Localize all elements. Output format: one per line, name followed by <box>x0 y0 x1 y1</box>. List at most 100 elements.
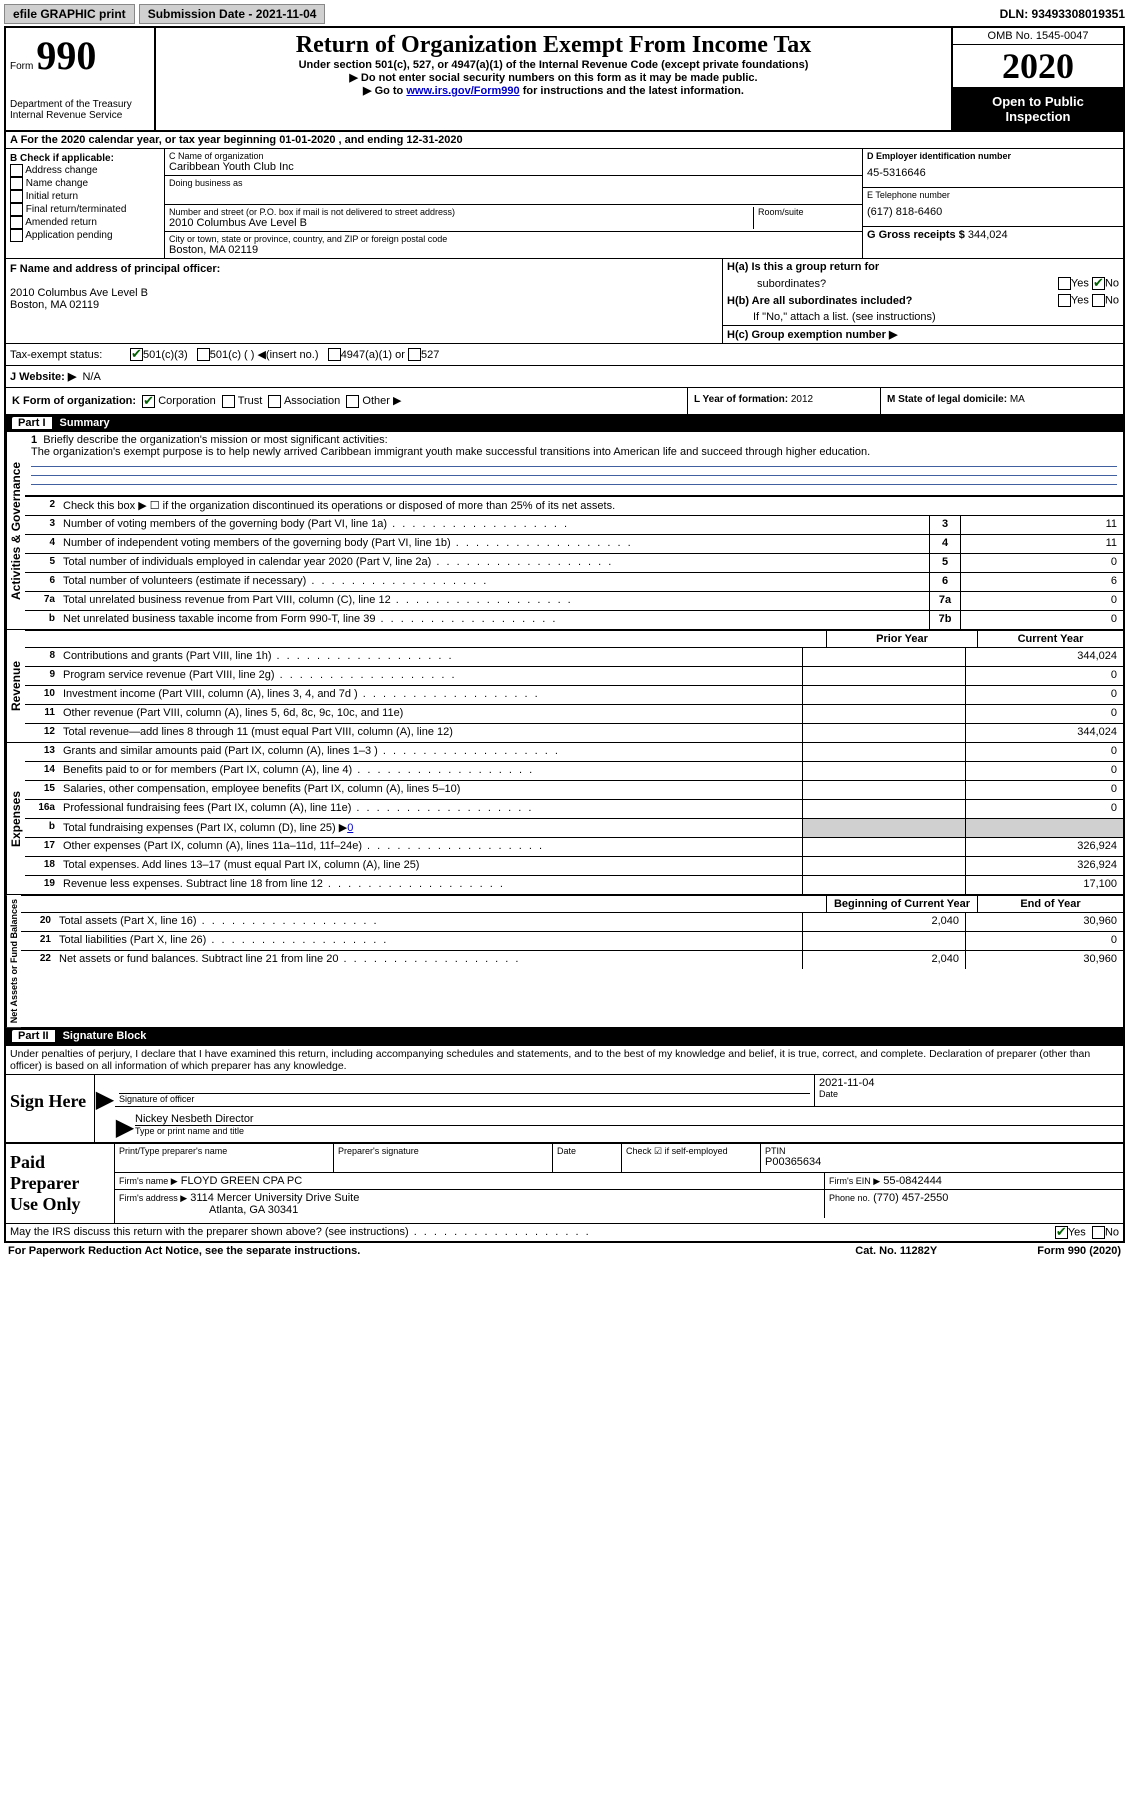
l21e: 0 <box>965 932 1123 950</box>
discuss-question: May the IRS discuss this return with the… <box>10 1226 591 1239</box>
firm-addr2: Atlanta, GA 30341 <box>119 1204 298 1216</box>
m-value: MA <box>1010 394 1025 405</box>
self-employed-check: Check ☑ if self-employed <box>626 1146 756 1157</box>
cat-no: Cat. No. 11282Y <box>855 1245 937 1257</box>
vlabel-revenue: Revenue <box>6 630 25 742</box>
cb-527[interactable] <box>408 348 421 361</box>
street-address: 2010 Columbus Ave Level B <box>169 217 753 229</box>
f-addr1: 2010 Columbus Ave Level B <box>10 287 148 299</box>
cb-trust[interactable] <box>222 395 235 408</box>
cb-4947[interactable] <box>328 348 341 361</box>
cb-501c[interactable] <box>197 348 210 361</box>
irs-link[interactable]: www.irs.gov/Form990 <box>406 85 519 97</box>
top-bar: efile GRAPHIC print Submission Date - 20… <box>4 4 1125 24</box>
checkbox-final-return[interactable] <box>10 203 23 216</box>
l1-text: The organization's exempt purpose is to … <box>31 446 870 458</box>
l19: Revenue less expenses. Subtract line 18 … <box>61 876 802 894</box>
l3v: 11 <box>960 516 1123 534</box>
prior-year-header: Prior Year <box>826 631 977 647</box>
begin-year-header: Beginning of Current Year <box>826 896 977 912</box>
phone-value: (617) 818-6460 <box>867 200 1119 224</box>
l22b: 2,040 <box>802 951 965 969</box>
checkbox-initial-return[interactable] <box>10 190 23 203</box>
l7bv: 0 <box>960 611 1123 629</box>
form-footer: Form 990 (2020) <box>1037 1245 1121 1257</box>
ptin-value: P00365634 <box>765 1156 1119 1168</box>
subtitle-3: ▶ Go to www.irs.gov/Form990 for instruct… <box>160 84 947 97</box>
cb-association[interactable] <box>268 395 281 408</box>
ha-no[interactable] <box>1092 277 1105 290</box>
l18: Total expenses. Add lines 13–17 (must eq… <box>61 857 802 875</box>
form-word: Form <box>10 61 33 72</box>
cb-corporation[interactable] <box>142 395 155 408</box>
hb-note: If "No," attach a list. (see instruction… <box>753 311 936 323</box>
subtitle-2: ▶ Do not enter social security numbers o… <box>160 71 947 84</box>
l14: Benefits paid to or for members (Part IX… <box>61 762 802 780</box>
firm-addr1: 3114 Mercer University Drive Suite <box>190 1192 359 1204</box>
l1-label: Briefly describe the organization's miss… <box>43 434 387 446</box>
checkbox-application-pending[interactable] <box>10 229 23 242</box>
l3: Number of voting members of the governin… <box>61 516 929 534</box>
dept-label: Department of the Treasury <box>10 99 150 110</box>
l13: Grants and similar amounts paid (Part IX… <box>61 743 802 761</box>
city-state-zip: Boston, MA 02119 <box>169 244 858 256</box>
f-label: F Name and address of principal officer: <box>10 263 220 275</box>
cb-other[interactable] <box>346 395 359 408</box>
checkbox-name-change[interactable] <box>10 177 23 190</box>
l17c: 326,924 <box>965 838 1123 856</box>
sign-arrow-icon: ▶ <box>95 1075 115 1142</box>
addr-label: Number and street (or P.O. box if mail i… <box>169 207 753 217</box>
l10: Investment income (Part VIII, column (A)… <box>61 686 802 704</box>
sig-name-label: Type or print name and title <box>135 1126 1123 1136</box>
pra-notice: For Paperwork Reduction Act Notice, see … <box>8 1245 360 1257</box>
current-year-header: Current Year <box>977 631 1123 647</box>
l5v: 0 <box>960 554 1123 572</box>
l13c: 0 <box>965 743 1123 761</box>
sign-here-label: Sign Here <box>6 1075 95 1142</box>
l20b: 2,040 <box>802 913 965 931</box>
k-label: K Form of organization: <box>12 395 136 407</box>
l20: Total assets (Part X, line 16) <box>57 913 802 931</box>
l9: Program service revenue (Part VIII, line… <box>61 667 802 685</box>
l-label: L Year of formation: <box>694 394 788 405</box>
l14c: 0 <box>965 762 1123 780</box>
dba-label: Doing business as <box>169 178 858 188</box>
website-value: N/A <box>82 371 100 383</box>
firm-name: FLOYD GREEN CPA PC <box>181 1175 302 1187</box>
ein-value: 45-5316646 <box>867 161 1119 185</box>
hb-yes[interactable] <box>1058 294 1071 307</box>
discuss-yes[interactable] <box>1055 1226 1068 1239</box>
submission-date-button[interactable]: Submission Date - 2021-11-04 <box>139 4 326 24</box>
l7b: Net unrelated business taxable income fr… <box>61 611 929 629</box>
dln-label: DLN: 93493308019351 <box>1000 7 1125 21</box>
efile-button[interactable]: efile GRAPHIC print <box>4 4 135 24</box>
cb-501c3[interactable] <box>130 348 143 361</box>
l12: Total revenue—add lines 8 through 11 (mu… <box>61 724 802 742</box>
vlabel-expenses: Expenses <box>6 743 25 894</box>
f-addr2: Boston, MA 02119 <box>10 299 99 311</box>
l18c: 326,924 <box>965 857 1123 875</box>
l21: Total liabilities (Part X, line 26) <box>57 932 802 950</box>
gross-label: G Gross receipts $ <box>867 229 965 241</box>
l15: Salaries, other compensation, employee b… <box>61 781 802 799</box>
org-name: Caribbean Youth Club Inc <box>169 161 858 173</box>
checkbox-address-change[interactable] <box>10 164 23 177</box>
l8c: 344,024 <box>965 648 1123 666</box>
ha-yes[interactable] <box>1058 277 1071 290</box>
sig-name: Nickey Nesbeth Director <box>135 1113 1123 1126</box>
discuss-no[interactable] <box>1092 1226 1105 1239</box>
penalty-text: Under penalties of perjury, I declare th… <box>6 1045 1123 1074</box>
tax-year: 2020 <box>953 45 1123 88</box>
l6: Total number of volunteers (estimate if … <box>61 573 929 591</box>
hb-no[interactable] <box>1092 294 1105 307</box>
form-container: Form 990 Department of the Treasury Inte… <box>4 26 1125 1243</box>
l9c: 0 <box>965 667 1123 685</box>
vlabel-activities: Activities & Governance <box>6 432 25 629</box>
firm-ein: 55-0842444 <box>883 1175 942 1187</box>
l15c: 0 <box>965 781 1123 799</box>
prep-phone: (770) 457-2550 <box>873 1192 948 1204</box>
checkbox-amended-return[interactable] <box>10 216 23 229</box>
l22e: 30,960 <box>965 951 1123 969</box>
gross-value: 344,024 <box>968 229 1008 241</box>
l6v: 6 <box>960 573 1123 591</box>
